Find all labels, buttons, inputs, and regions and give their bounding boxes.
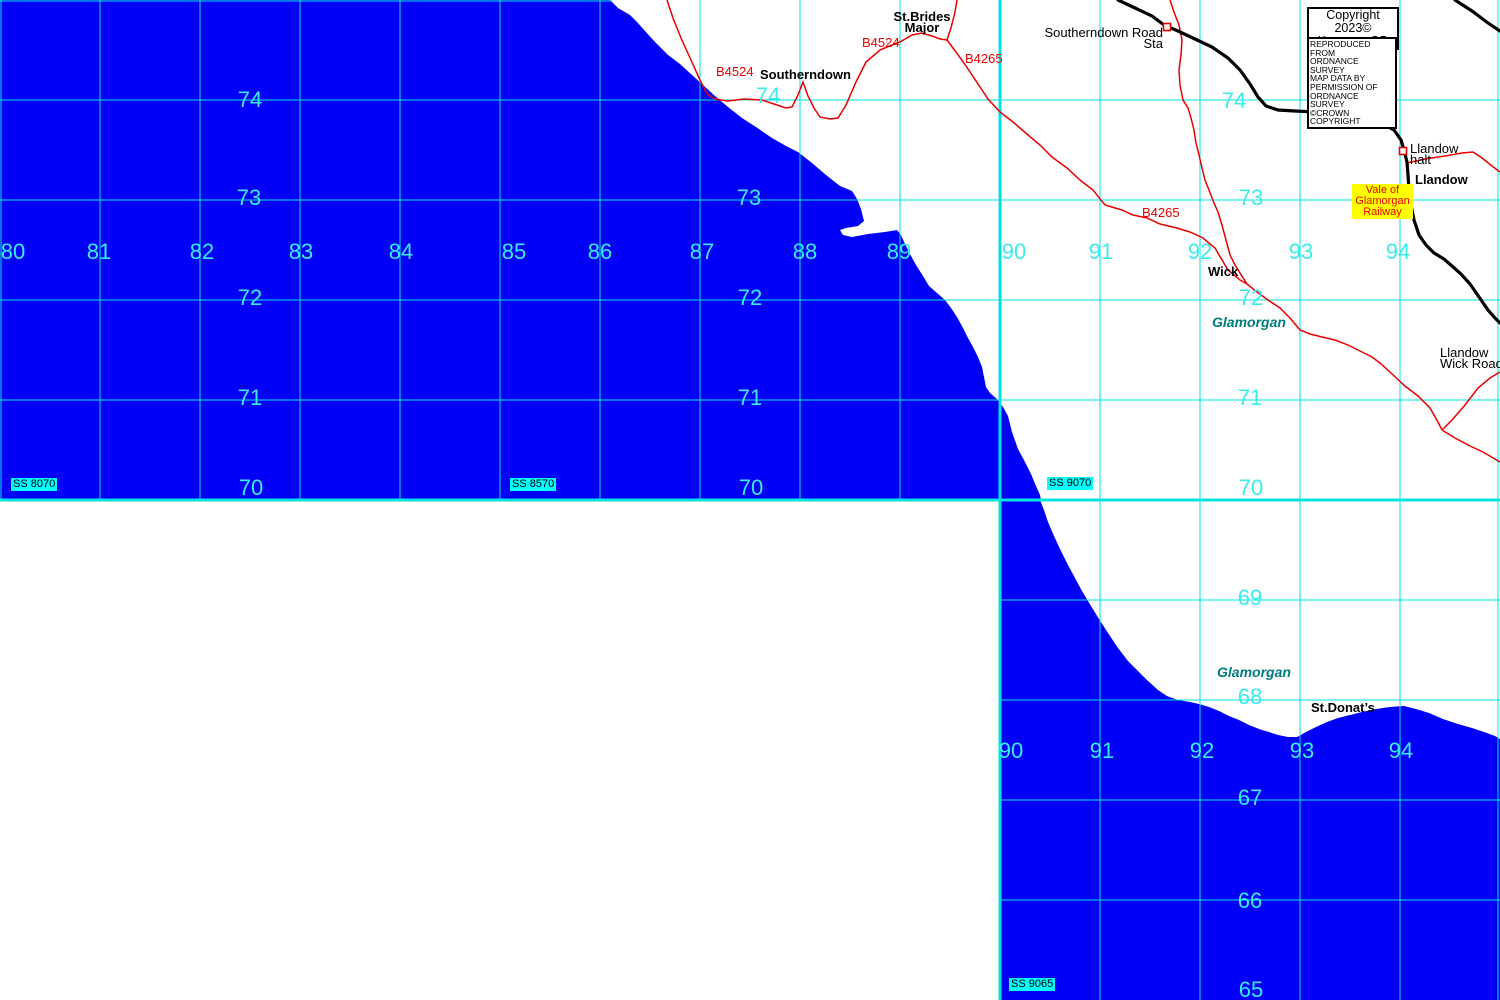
grid-number-69: 69	[1237, 585, 1263, 610]
grid-number-65: 65	[1238, 977, 1264, 1000]
os-notice-box: REPRODUCED FROM ORDNANCE SURVEY MAP DATA B…	[1307, 37, 1397, 129]
ss9070: SS 9070	[1047, 477, 1094, 490]
os-notice-line: PERMISSION OF	[1310, 81, 1378, 92]
os-notice-line: ORDNANCE SURVEY	[1310, 90, 1359, 110]
grid-number-67: 67	[1237, 785, 1263, 810]
road-line	[1246, 283, 1443, 431]
b4265-label-1: B4265	[965, 51, 1003, 66]
railway-line	[1453, 0, 1500, 33]
os-notice-line: REPRODUCED FROM	[1310, 39, 1371, 58]
grid-number-74: 74	[237, 87, 263, 112]
wick: Wick	[1208, 264, 1239, 279]
os-notice-line: ORDNANCE SURVEY	[1310, 56, 1359, 75]
southerndown-road-sta: Southerndown Road Sta	[1044, 25, 1163, 51]
os-notice-line: MAP DATA BY	[1310, 73, 1366, 84]
grid-number-89: 89	[886, 239, 912, 264]
grid-number-88: 88	[792, 239, 818, 264]
b4524-label-2: B4524	[862, 35, 900, 50]
llandow: Llandow	[1415, 172, 1468, 187]
road-line	[1169, 0, 1248, 285]
glamorgan-south: Glamorgan	[1217, 664, 1291, 680]
grid-number-87: 87	[689, 239, 715, 264]
grid-number-72: 72	[737, 285, 763, 310]
grid-number-94: 94	[1388, 738, 1414, 763]
southerndown-road-station-marker	[1162, 22, 1172, 32]
southerndown: Southerndown	[760, 67, 851, 82]
b4524-label-1: B4524	[716, 64, 754, 79]
grid-number-74: 74	[1221, 88, 1247, 113]
grid-number-83: 83	[288, 239, 314, 264]
grid-number-81: 81	[86, 239, 112, 264]
llandow-halt: Llandow halt	[1410, 141, 1459, 167]
road-line	[666, 0, 948, 120]
grid-number-73: 73	[1238, 185, 1264, 210]
grid-number-91: 91	[1088, 239, 1114, 264]
road-layer	[666, 0, 1500, 463]
ss9065: SS 9065	[1009, 978, 1056, 991]
grid-number-90: 90	[998, 738, 1024, 763]
vale-of-glamorgan-railway-label: Vale of Glamorgan Railway	[1352, 184, 1413, 219]
station-marker-layer	[1162, 22, 1408, 156]
b4265-label-2: B4265	[1142, 205, 1180, 220]
grid-number-73: 73	[236, 185, 262, 210]
grid-number-92: 92	[1187, 239, 1213, 264]
grid-number-71: 71	[737, 385, 763, 410]
grid-number-72: 72	[237, 285, 263, 310]
road-line	[1441, 429, 1500, 463]
road-line	[1441, 371, 1500, 431]
grid-number-68: 68	[1237, 684, 1263, 709]
os-notice-line: ©CROWN COPYRIGHT	[1310, 107, 1361, 127]
ss8070: SS 8070	[11, 478, 58, 491]
grid-number-70: 70	[1238, 475, 1264, 500]
grid-number-93: 93	[1289, 738, 1315, 763]
grid-number-80: 80	[0, 239, 26, 264]
copyright-line1: Copyright 2023©	[1326, 8, 1380, 35]
grid-number-84: 84	[388, 239, 414, 264]
grid-number-90: 90	[1001, 239, 1027, 264]
road-line	[946, 39, 1248, 285]
sea-polygon	[1000, 500, 1500, 1000]
grid-number-93: 93	[1288, 239, 1314, 264]
grid-number-71: 71	[237, 385, 263, 410]
llandow-halt-station-marker	[1398, 146, 1408, 156]
grid-number-66: 66	[1237, 888, 1263, 913]
grid-number-70: 70	[738, 475, 764, 500]
grid-number-85: 85	[501, 239, 527, 264]
grid-number-82: 82	[189, 239, 215, 264]
ss8570: SS 8570	[510, 478, 557, 491]
grid-number-72: 72	[1238, 285, 1264, 310]
road-line	[946, 0, 958, 41]
grid-number-73: 73	[736, 185, 762, 210]
grid-number-70: 70	[238, 475, 264, 500]
grid-number-86: 86	[587, 239, 613, 264]
glamorgan-north: Glamorgan	[1212, 314, 1286, 330]
sea-polygon	[0, 0, 1041, 500]
grid-number-92: 92	[1189, 738, 1215, 763]
st-brides-major: St.Brides Major	[893, 9, 951, 35]
st-donats: St.Donat’s	[1311, 700, 1375, 715]
road-line	[1406, 151, 1500, 173]
grid-number-74: 74	[755, 83, 781, 108]
grid-number-91: 91	[1089, 738, 1115, 763]
grid-number-94: 94	[1385, 239, 1411, 264]
grid-number-71: 71	[1237, 385, 1263, 410]
